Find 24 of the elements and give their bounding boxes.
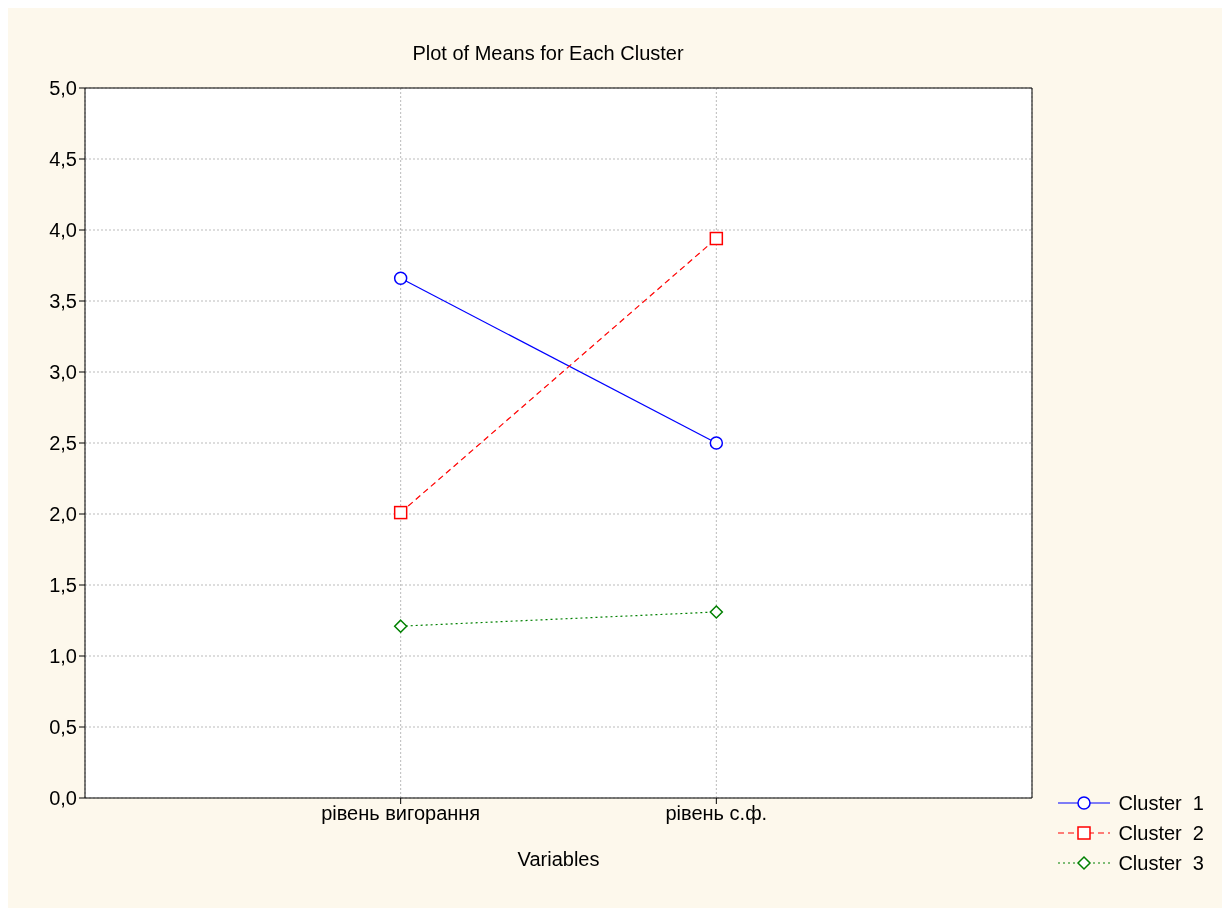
x-tick-label: рівень с.ф. <box>665 802 768 825</box>
chart-title: Plot of Means for Each Cluster <box>411 42 685 65</box>
y-tick-label: 3,5 <box>49 290 77 313</box>
point <box>709 231 724 246</box>
point <box>393 505 408 520</box>
y-tick-label: 5,0 <box>49 77 77 100</box>
y-tick-label: 4,0 <box>49 219 77 242</box>
legend-label: Cluster 1 <box>1118 791 1204 815</box>
y-tick-label: 1,5 <box>49 574 77 597</box>
y-tick-label: 3,0 <box>49 361 77 384</box>
y-tick-label: 2,0 <box>49 503 77 526</box>
legend-label: Cluster 3 <box>1118 851 1204 875</box>
y-tick-label: 0,5 <box>49 716 77 739</box>
y-tick-label: 1,0 <box>49 645 77 668</box>
y-tick-label: 2,5 <box>49 432 77 455</box>
point <box>393 271 408 286</box>
point <box>393 619 408 633</box>
y-tick-label: 4,5 <box>49 148 77 171</box>
legend-label: Cluster 2 <box>1118 821 1204 845</box>
point <box>709 605 724 619</box>
y-tick-label: 0,0 <box>49 787 77 810</box>
x-tick-label: рівень вигорання <box>321 802 481 825</box>
point <box>709 436 724 450</box>
x-axis-title: Variables <box>517 848 600 870</box>
